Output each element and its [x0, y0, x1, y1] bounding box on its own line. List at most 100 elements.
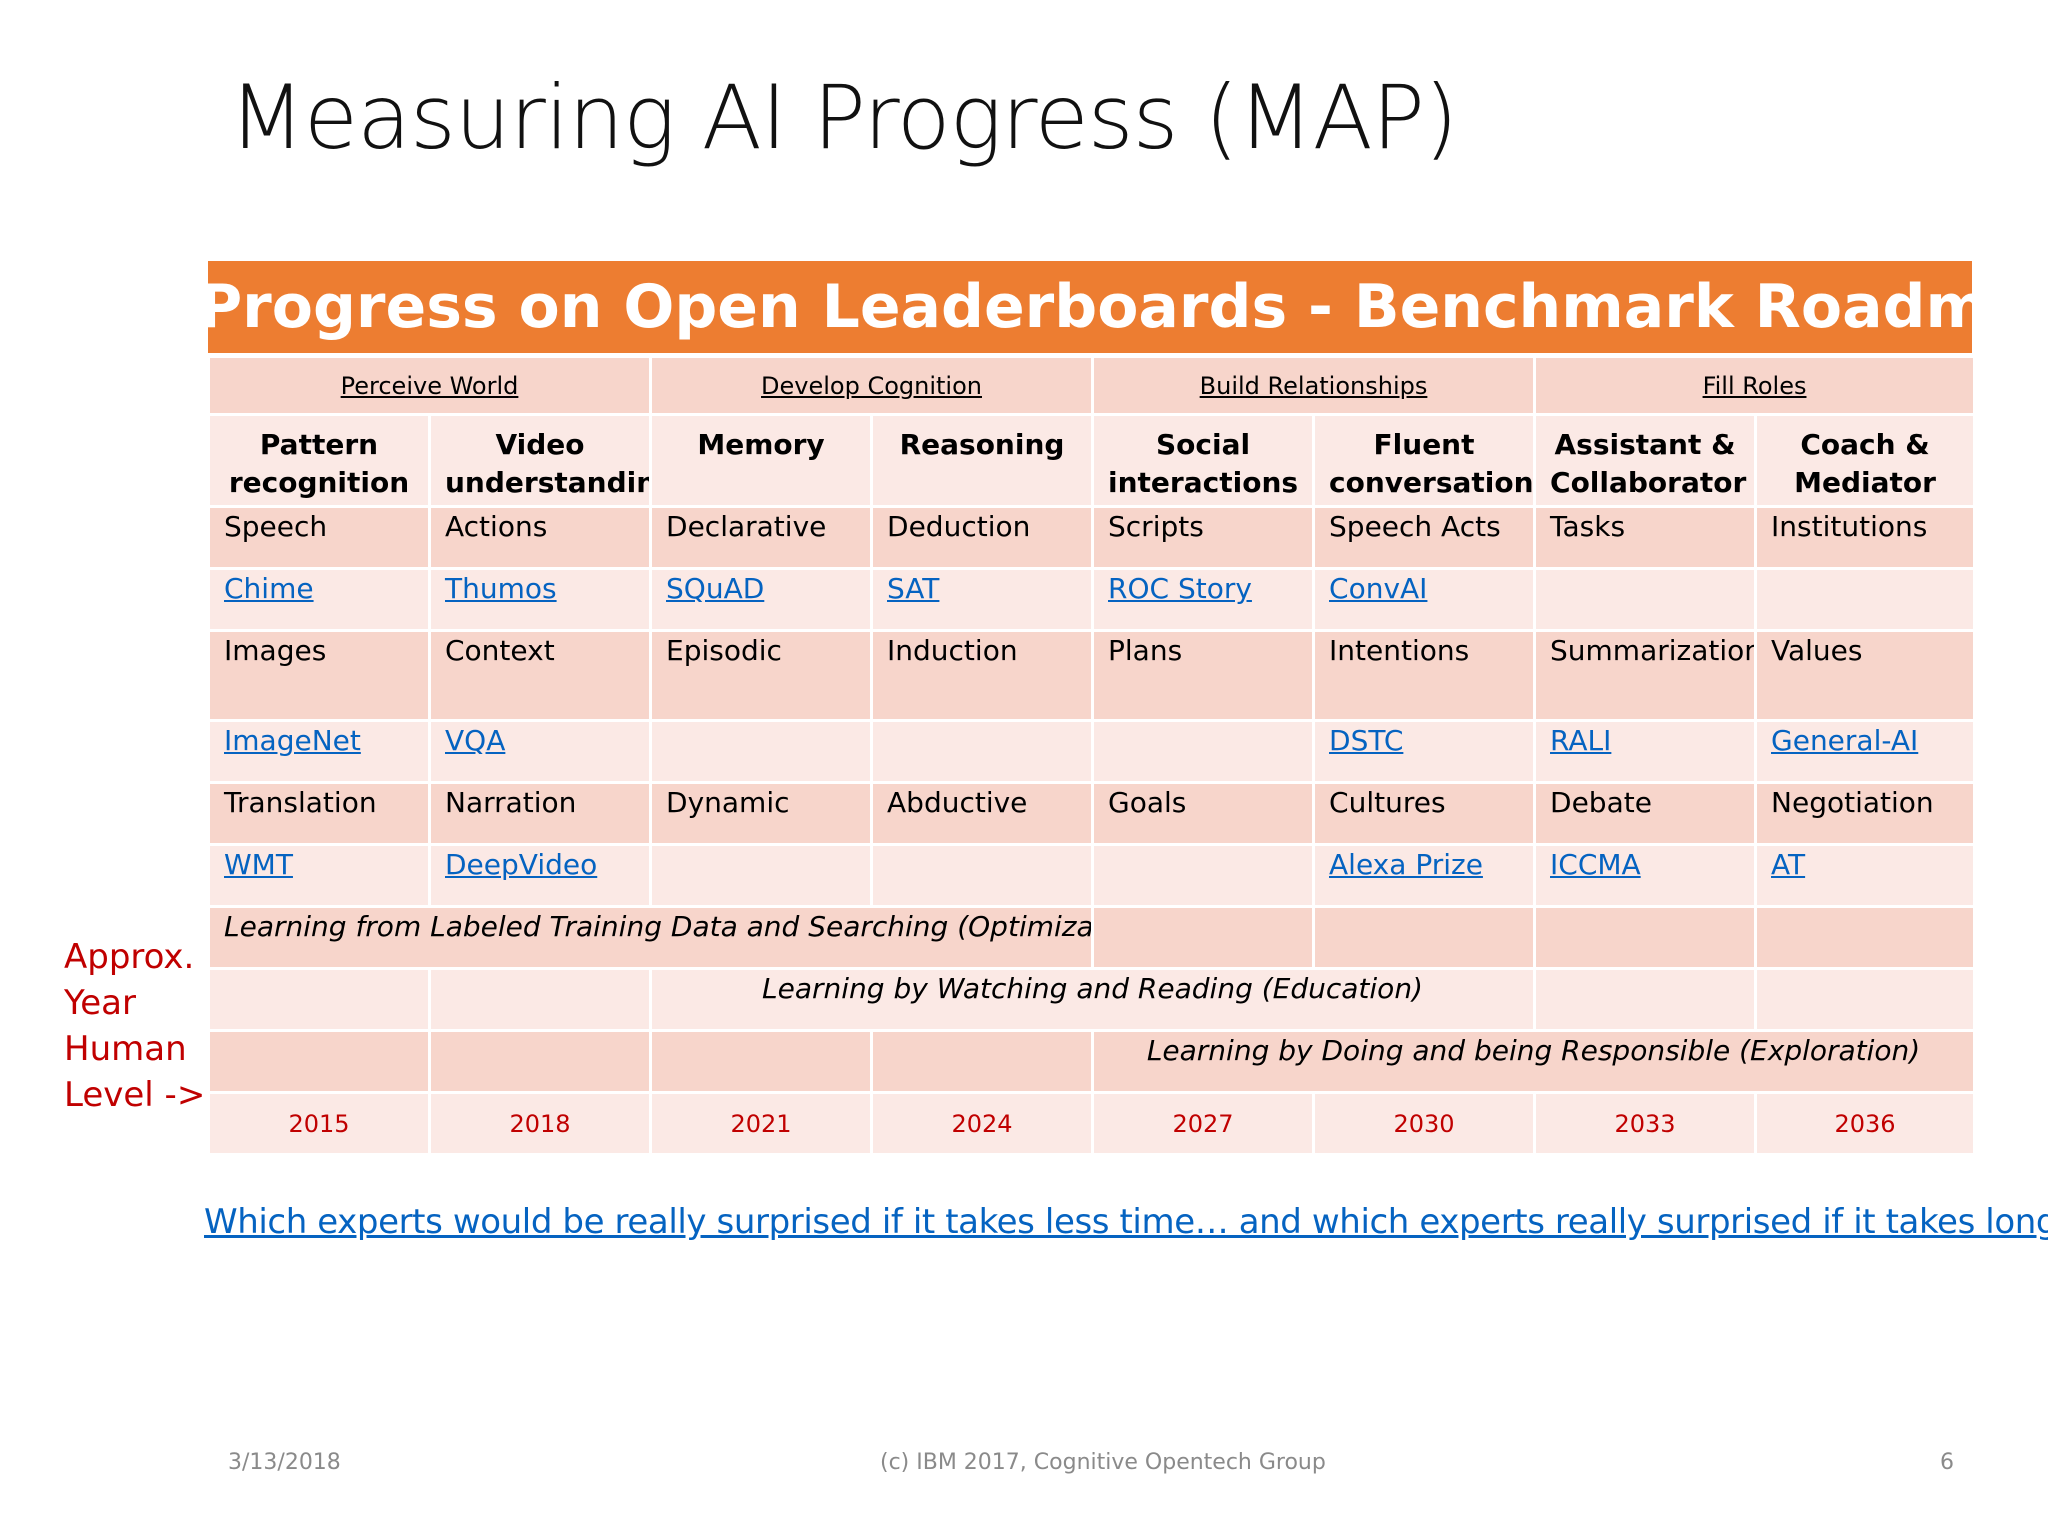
benchmark-link[interactable]: SAT — [887, 572, 940, 605]
benchmark-link[interactable]: ROC Story — [1108, 572, 1252, 605]
benchmark-link[interactable]: DeepVideo — [445, 848, 598, 881]
category-group-row: Perceive World Develop Cognition Build R… — [206, 355, 1977, 416]
benchmark-link[interactable]: VQA — [445, 724, 506, 757]
benchmark-cell: General-AI — [1754, 719, 1977, 784]
learning-cell: Learning by Watching and Reading (Educat… — [649, 967, 1537, 1032]
benchmark-link[interactable]: RALI — [1550, 724, 1612, 757]
benchmark-cell: ConvAI — [1312, 567, 1537, 632]
footer-copyright: (c) IBM 2017, Cognitive Opentech Group — [880, 1450, 1326, 1475]
year-row: 2015 2018 2021 2024 2027 2030 2033 2036 — [207, 1091, 1977, 1156]
benchmark-cell: SAT — [870, 567, 1095, 632]
task-cell: Narration — [427, 781, 653, 846]
column-header: Social interactions — [1091, 413, 1316, 508]
benchmark-cell — [870, 719, 1095, 784]
task-cell: Declarative — [649, 505, 874, 570]
slide-title: Measuring AI Progress (MAP) — [229, 66, 1458, 169]
empty-cell — [207, 967, 431, 1032]
task-cell: Negotiation — [1754, 781, 1977, 846]
benchmark-link[interactable]: AT — [1771, 848, 1806, 881]
group-label[interactable]: Build Relationships — [1199, 371, 1428, 400]
benchmark-link[interactable]: ImageNet — [224, 724, 361, 757]
year-cell: 2018 — [427, 1091, 653, 1156]
empty-cell — [1533, 905, 1758, 970]
learning-row: Learning by Watching and Reading (Educat… — [207, 967, 1977, 1032]
benchmark-cell — [1091, 843, 1316, 908]
group-cell: Perceive World — [206, 355, 653, 416]
benchmark-cell: ICCMA — [1533, 843, 1758, 908]
benchmark-link[interactable]: ICCMA — [1550, 848, 1641, 881]
table-row: Chime Thumos SQuAD SAT ROC Story ConvAI — [207, 567, 1977, 632]
learning-cell: Learning by Doing and being Responsible … — [1091, 1029, 1977, 1094]
benchmark-link[interactable]: Thumos — [445, 572, 557, 605]
side-label-line: Human — [64, 1029, 187, 1069]
task-cell: Scripts — [1091, 505, 1316, 570]
task-cell: Speech Acts — [1312, 505, 1537, 570]
side-label-line: Level -> — [64, 1075, 206, 1115]
footer-date: 3/13/2018 — [228, 1450, 341, 1475]
learning-cell: Learning from Labeled Training Data and … — [206, 905, 1095, 970]
column-header: Assistant & Collaborator — [1533, 413, 1758, 508]
table-row: Images Context Episodic Induction Plans … — [207, 629, 1977, 722]
task-cell: Dynamic — [649, 781, 874, 846]
task-cell: Context — [427, 629, 653, 722]
column-header: Video understanding — [427, 413, 653, 508]
table-row: ImageNet VQA DSTC RALI General-AI — [207, 719, 1977, 784]
empty-cell — [649, 1029, 874, 1094]
group-label[interactable]: Develop Cognition — [761, 371, 982, 400]
column-header: Coach & Mediator — [1754, 413, 1977, 508]
benchmark-cell: DSTC — [1312, 719, 1537, 784]
table-row: Speech Actions Declarative Deduction Scr… — [207, 505, 1977, 570]
side-label-line: Year — [64, 983, 136, 1023]
empty-cell — [1754, 905, 1977, 970]
approx-year-label: Approx. Year Human Level -> — [64, 934, 205, 1118]
benchmark-cell: ImageNet — [207, 719, 431, 784]
empty-cell — [427, 1029, 653, 1094]
year-cell: 2033 — [1533, 1091, 1758, 1156]
benchmark-link[interactable]: Chime — [224, 572, 314, 605]
benchmark-link[interactable]: SQuAD — [666, 572, 765, 605]
benchmark-cell: Chime — [207, 567, 431, 632]
benchmark-link[interactable]: General-AI — [1771, 724, 1919, 757]
footer-page-number: 6 — [1940, 1450, 1954, 1475]
task-cell: Translation — [207, 781, 431, 846]
task-cell: Summarization — [1533, 629, 1758, 722]
task-cell: Cultures — [1312, 781, 1537, 846]
task-cell: Goals — [1091, 781, 1316, 846]
task-cell: Plans — [1091, 629, 1316, 722]
task-cell: Intentions — [1312, 629, 1537, 722]
task-cell: Deduction — [870, 505, 1095, 570]
empty-cell — [427, 967, 653, 1032]
year-cell: 2027 — [1091, 1091, 1316, 1156]
column-header: Fluent conversation — [1312, 413, 1537, 508]
task-cell: Tasks — [1533, 505, 1758, 570]
table-row: WMT DeepVideo Alexa Prize ICCMA AT — [207, 843, 1977, 908]
task-cell: Speech — [207, 505, 431, 570]
benchmark-link[interactable]: ConvAI — [1329, 572, 1428, 605]
benchmark-cell — [870, 843, 1095, 908]
benchmark-link[interactable]: WMT — [224, 848, 293, 881]
benchmark-cell — [649, 843, 874, 908]
task-cell: Episodic — [649, 629, 874, 722]
question-link[interactable]: Which experts would be really surprised … — [204, 1202, 2048, 1242]
group-label[interactable]: Fill Roles — [1702, 371, 1807, 400]
year-cell: 2015 — [207, 1091, 431, 1156]
group-label[interactable]: Perceive World — [340, 371, 519, 400]
empty-cell — [1754, 967, 1977, 1032]
benchmark-link[interactable]: DSTC — [1329, 724, 1404, 757]
benchmark-cell: DeepVideo — [427, 843, 653, 908]
column-header: Reasoning — [870, 413, 1095, 508]
benchmark-cell — [1533, 567, 1758, 632]
benchmark-cell: VQA — [427, 719, 653, 784]
roadmap-banner: AI Progress on Open Leaderboards - Bench… — [109, 261, 2048, 353]
empty-cell — [207, 1029, 431, 1094]
learning-row: Learning from Labeled Training Data and … — [206, 905, 1977, 970]
benchmark-cell: WMT — [207, 843, 431, 908]
empty-cell — [1312, 905, 1537, 970]
benchmark-cell: SQuAD — [649, 567, 874, 632]
task-cell: Institutions — [1754, 505, 1977, 570]
benchmark-cell: Thumos — [427, 567, 653, 632]
benchmark-link[interactable]: Alexa Prize — [1329, 848, 1483, 881]
column-header: Memory — [649, 413, 874, 508]
group-cell: Develop Cognition — [649, 355, 1095, 416]
benchmark-cell: Alexa Prize — [1312, 843, 1537, 908]
